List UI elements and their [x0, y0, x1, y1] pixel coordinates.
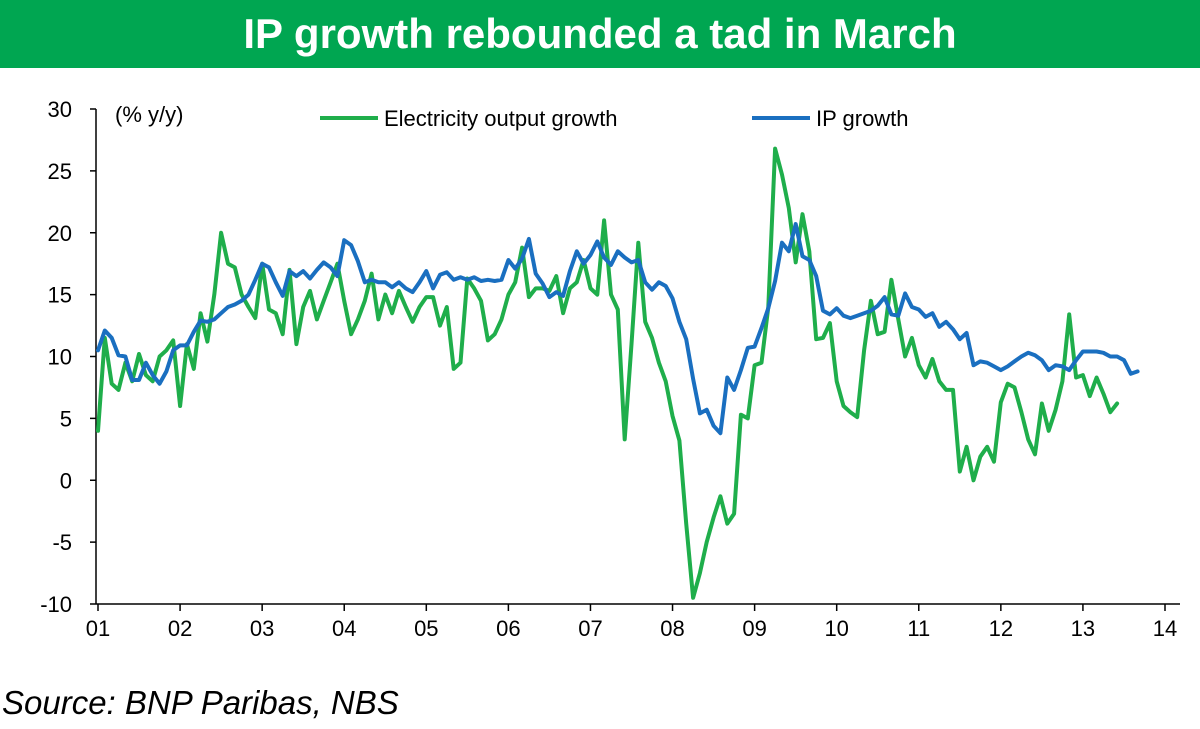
y-tick-label: 15 [48, 283, 72, 308]
x-tick-label: 09 [742, 616, 766, 641]
series-line-ip-growth [96, 222, 1140, 436]
x-tick-label: 02 [168, 616, 192, 641]
x-tick-label: 05 [414, 616, 438, 641]
x-tick-label: 12 [989, 616, 1013, 641]
x-tick-label: 11 [907, 616, 930, 641]
x-tick-label: 08 [660, 616, 684, 641]
legend-label: IP growth [816, 106, 909, 131]
y-tick-label: -5 [52, 530, 72, 555]
x-tick-label: 10 [824, 616, 848, 641]
y-tick-label: 25 [48, 159, 72, 184]
x-tick-label: 06 [496, 616, 520, 641]
y-tick-label: -10 [40, 592, 72, 617]
series-layer [96, 146, 1140, 600]
x-tick-label: 14 [1153, 616, 1177, 641]
y-tick-label: 0 [60, 468, 72, 493]
y-tick-label: 10 [48, 345, 72, 370]
chart-title: IP growth rebounded a tad in March [243, 10, 957, 57]
y-tick-label: 5 [60, 406, 72, 431]
x-tick-label: 07 [578, 616, 602, 641]
x-tick-label: 03 [250, 616, 274, 641]
source-note: Source: BNP Paribas, NBS [2, 684, 399, 721]
x-tick-label: 01 [86, 616, 110, 641]
legend: Electricity output growth IP growth [320, 106, 909, 131]
x-tick-label: 04 [332, 616, 356, 641]
title-banner: IP growth rebounded a tad in March [0, 0, 1200, 68]
series-line-electricity-output-growth [96, 146, 1120, 600]
legend-label: Electricity output growth [384, 106, 618, 131]
x-tick-label: 13 [1071, 616, 1095, 641]
y-tick-label: 30 [48, 97, 72, 122]
y-tick-label: 20 [48, 221, 72, 246]
y-axis-label: (% y/y) [115, 102, 183, 127]
